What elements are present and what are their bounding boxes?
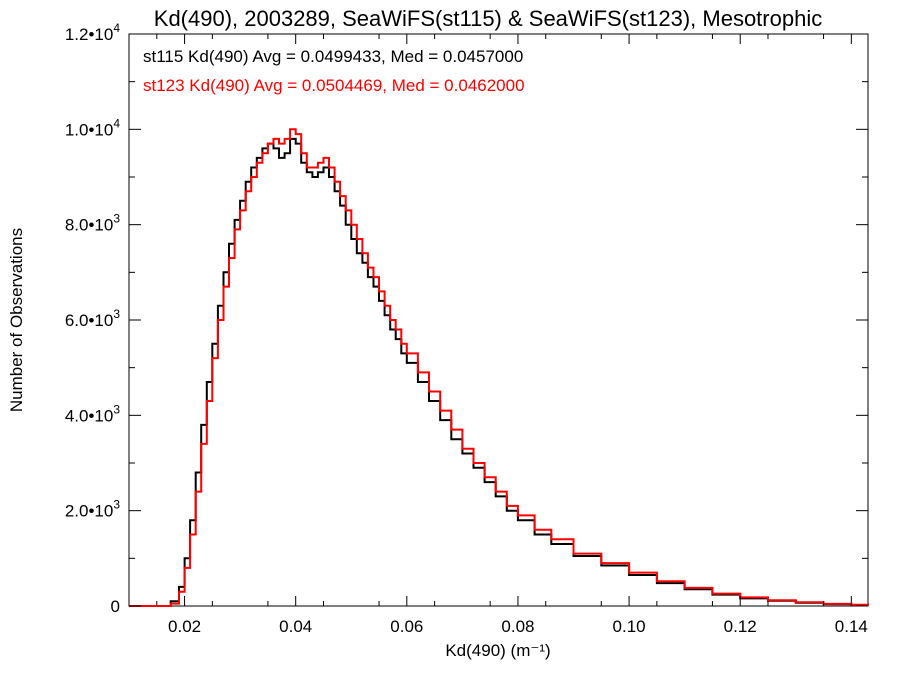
x-axis: 0.02 0.04 0.06 0.08 0.10 0.12 0.14	[156, 34, 868, 636]
x-tick-label: 0.14	[835, 617, 868, 636]
y-axis: 0 2.0•103 4.0•103 6.0•103 8.0•103 1.0•104 1.2•…	[65, 21, 868, 616]
x-axis-title: Kd(490) (m⁻¹)	[445, 641, 550, 660]
x-tick-label: 0.04	[279, 617, 312, 636]
y-tick-label: 1.2•104	[65, 21, 121, 44]
x-tick-label: 0.12	[724, 617, 757, 636]
y-tick-label: 1.0•104	[65, 116, 121, 139]
series-line-st115	[129, 137, 869, 607]
y-tick-label: 2.0•103	[65, 498, 121, 521]
x-tick-label: 0.08	[501, 617, 534, 636]
x-tick-label: 0.10	[613, 617, 646, 636]
plot-frame	[128, 33, 869, 607]
x-tick-label: 0.02	[168, 617, 201, 636]
series-line-st123	[129, 128, 869, 607]
series-layer	[129, 128, 869, 607]
chart-title: Kd(490), 2003289, SeaWiFS(st115) & SeaWi…	[154, 6, 822, 31]
y-tick-label: 6.0•103	[65, 307, 121, 330]
y-tick-label: 4.0•103	[65, 402, 121, 425]
legend-entry-st123: st123 Kd(490) Avg = 0.0504469, Med = 0.0…	[143, 76, 525, 95]
legend-entry-st115: st115 Kd(490) Avg = 0.0499433, Med = 0.0…	[143, 47, 523, 66]
y-tick-label: 0	[111, 597, 120, 616]
y-tick-label: 8.0•103	[65, 212, 121, 235]
x-tick-label: 0.06	[390, 617, 423, 636]
y-axis-title: Number of Observations	[7, 228, 26, 412]
